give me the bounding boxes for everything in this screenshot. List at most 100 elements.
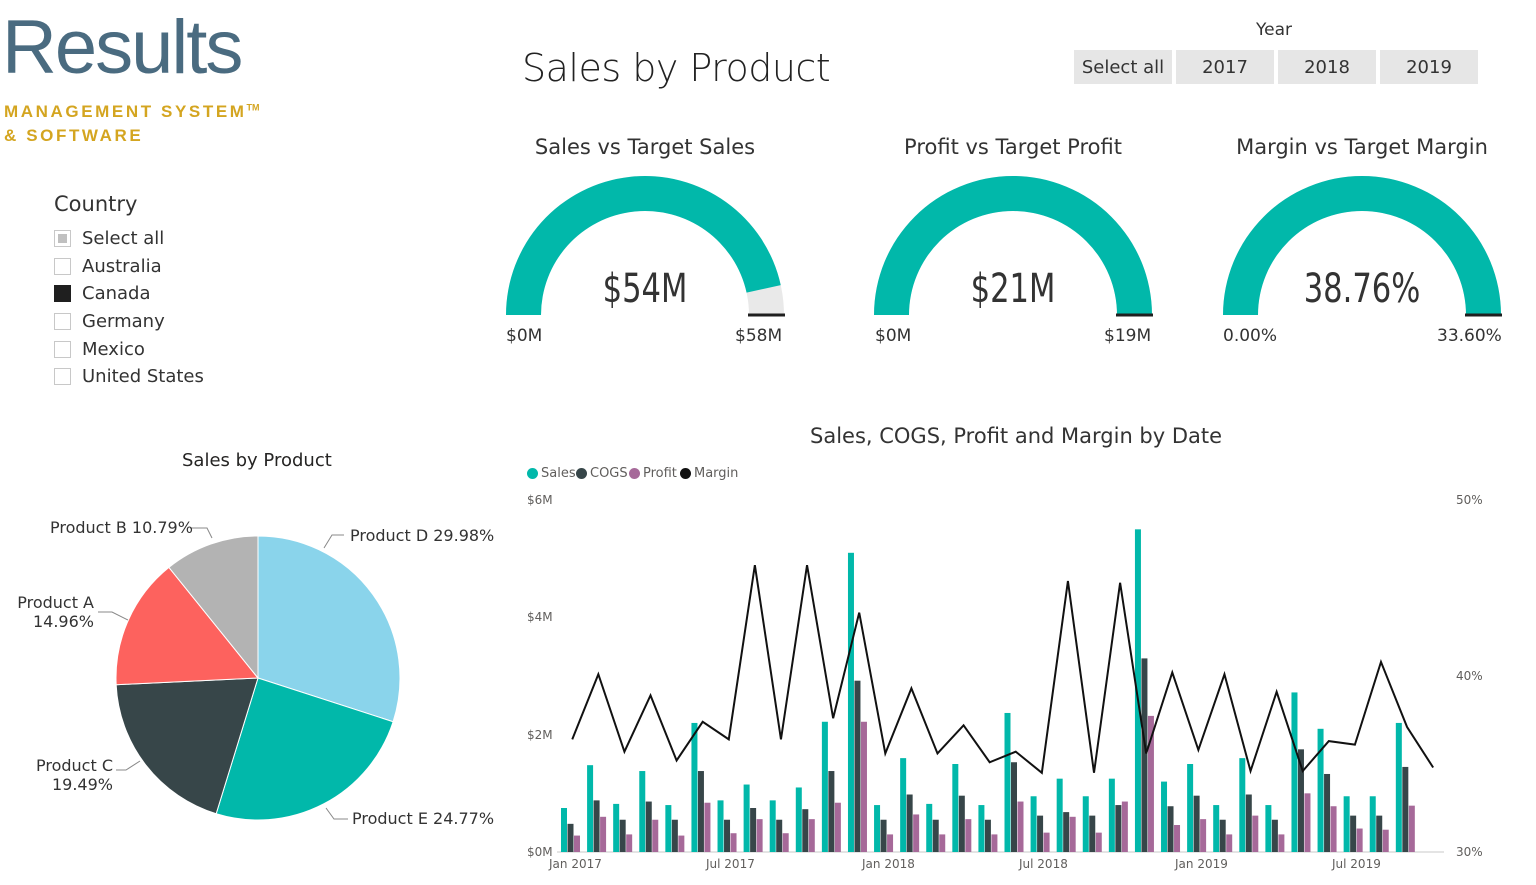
year-slicer-title: Year bbox=[1256, 20, 1292, 40]
cogs-bar bbox=[984, 819, 991, 852]
cogs-bar bbox=[645, 801, 652, 852]
y-tick-0m: $0M bbox=[527, 845, 553, 859]
profit-gauge[interactable] bbox=[874, 176, 1153, 317]
checkbox[interactable] bbox=[54, 340, 71, 358]
y-tick-6m: $6M bbox=[527, 493, 553, 507]
cogs-bar bbox=[1115, 805, 1122, 852]
country-slicer-title: Country bbox=[54, 192, 138, 216]
gauge-title-margin: Margin vs Target Margin bbox=[1236, 135, 1488, 159]
legend-cogs[interactable]: COGS bbox=[576, 466, 628, 481]
checkbox[interactable] bbox=[54, 312, 71, 330]
x-tick-jan-2018: Jan 2018 bbox=[862, 857, 915, 871]
logo-wordmark: Results bbox=[2, 5, 243, 90]
cogs-bar bbox=[724, 819, 731, 852]
gauge-fill bbox=[506, 175, 781, 315]
pie-leader-line bbox=[116, 760, 141, 771]
checkbox[interactable] bbox=[54, 257, 71, 275]
sales-bar bbox=[1291, 692, 1298, 852]
legend-margin[interactable]: Margin bbox=[680, 466, 738, 481]
pie-label-name: Product D bbox=[350, 526, 429, 545]
x-tick-jan-2017: Jan 2017 bbox=[549, 857, 602, 871]
profit-bar bbox=[1095, 832, 1102, 852]
cogs-bar bbox=[1193, 795, 1200, 852]
country-label: Germany bbox=[82, 310, 165, 332]
country-item-australia[interactable]: Australia bbox=[54, 254, 162, 278]
profit-bar bbox=[1200, 819, 1207, 852]
gauge-value-margin: 38.76% bbox=[1303, 266, 1421, 312]
legend-label: Margin bbox=[694, 466, 739, 481]
checkbox[interactable] bbox=[54, 367, 71, 385]
pie-label-pct: 29.98% bbox=[433, 526, 495, 545]
cogs-bar bbox=[1350, 815, 1357, 852]
profit-bar bbox=[1382, 829, 1389, 852]
sales-bar bbox=[1134, 529, 1141, 852]
x-tick-jul-2017: Jul 2017 bbox=[706, 857, 755, 871]
country-label: Canada bbox=[82, 282, 151, 304]
cogs-bar bbox=[906, 794, 913, 852]
sales-bar bbox=[1187, 764, 1194, 852]
profit-bar bbox=[808, 819, 815, 852]
cogs-bar bbox=[958, 795, 965, 852]
sales-bar bbox=[665, 805, 672, 852]
profit-bar bbox=[1226, 834, 1233, 852]
year-option-2019[interactable]: 2019 bbox=[1380, 50, 1478, 84]
sales-bar bbox=[847, 552, 854, 852]
y-tick-2m: $2M bbox=[527, 728, 553, 742]
sales-bar bbox=[639, 771, 646, 852]
sales-bar bbox=[1082, 796, 1089, 852]
gauge-min-sales: $0M bbox=[506, 326, 543, 346]
legend-dot bbox=[576, 468, 587, 479]
pie-slice-product-a bbox=[115, 566, 260, 686]
sales-bar bbox=[691, 722, 698, 852]
profit-bar bbox=[1356, 828, 1363, 852]
cogs-bar bbox=[1089, 815, 1096, 852]
cogs-bar bbox=[619, 819, 626, 852]
profit-bar bbox=[626, 834, 633, 852]
sales-gauge[interactable] bbox=[506, 175, 785, 317]
country-item-mexico[interactable]: Mexico bbox=[54, 337, 145, 361]
country-item-canada[interactable]: Canada bbox=[54, 281, 151, 305]
legend-sales[interactable]: Sales bbox=[527, 466, 576, 481]
year-option-2017[interactable]: 2017 bbox=[1176, 50, 1274, 84]
legend-label: COGS bbox=[590, 466, 628, 481]
gauge-value-sales: $54M bbox=[602, 266, 688, 312]
legend-profit[interactable]: Profit bbox=[629, 466, 677, 481]
checkbox[interactable] bbox=[54, 284, 71, 302]
profit-bar bbox=[574, 835, 580, 852]
sales-bar bbox=[1108, 778, 1115, 852]
cogs-bar bbox=[1402, 766, 1409, 852]
year-option-2018[interactable]: 2018 bbox=[1278, 50, 1376, 84]
country-item-germany[interactable]: Germany bbox=[54, 309, 165, 333]
cogs-bar bbox=[854, 680, 861, 852]
cogs-bar bbox=[1141, 658, 1148, 852]
sales-bar bbox=[769, 800, 776, 852]
country-label: Australia bbox=[82, 255, 162, 277]
cogs-bar bbox=[697, 771, 704, 852]
cogs-bar bbox=[776, 819, 783, 852]
pie-label-name: Product A bbox=[17, 593, 94, 612]
year-option-select-all[interactable]: Select all bbox=[1074, 50, 1172, 84]
profit-bar bbox=[1121, 801, 1128, 852]
sales-bar bbox=[952, 764, 959, 852]
pie-slice-product-d bbox=[257, 535, 401, 723]
pie-slice-product-c bbox=[115, 677, 259, 815]
cogs-bar bbox=[1271, 819, 1278, 852]
country-item-select-all[interactable]: Select all bbox=[54, 226, 164, 250]
margin-gauge[interactable] bbox=[1223, 176, 1502, 317]
country-item-united-states[interactable]: United States bbox=[54, 364, 204, 388]
pie-label-name: Product C bbox=[35, 756, 113, 775]
y2-tick-50: 50% bbox=[1456, 493, 1483, 507]
pie-chart[interactable] bbox=[0, 480, 500, 860]
profit-bar bbox=[965, 819, 972, 852]
pie-label-product-e: Product E 24.77% bbox=[352, 809, 494, 828]
gauge-fill bbox=[1223, 176, 1501, 315]
profit-bar bbox=[678, 835, 685, 852]
cogs-bar bbox=[932, 819, 939, 852]
sales-bar bbox=[1030, 796, 1037, 852]
checkbox[interactable] bbox=[54, 229, 71, 247]
profit-bar bbox=[1304, 793, 1311, 852]
profit-bar bbox=[991, 834, 998, 852]
sales-bar bbox=[613, 803, 620, 852]
sales-bar bbox=[561, 808, 567, 852]
cogs-bar bbox=[567, 823, 574, 852]
